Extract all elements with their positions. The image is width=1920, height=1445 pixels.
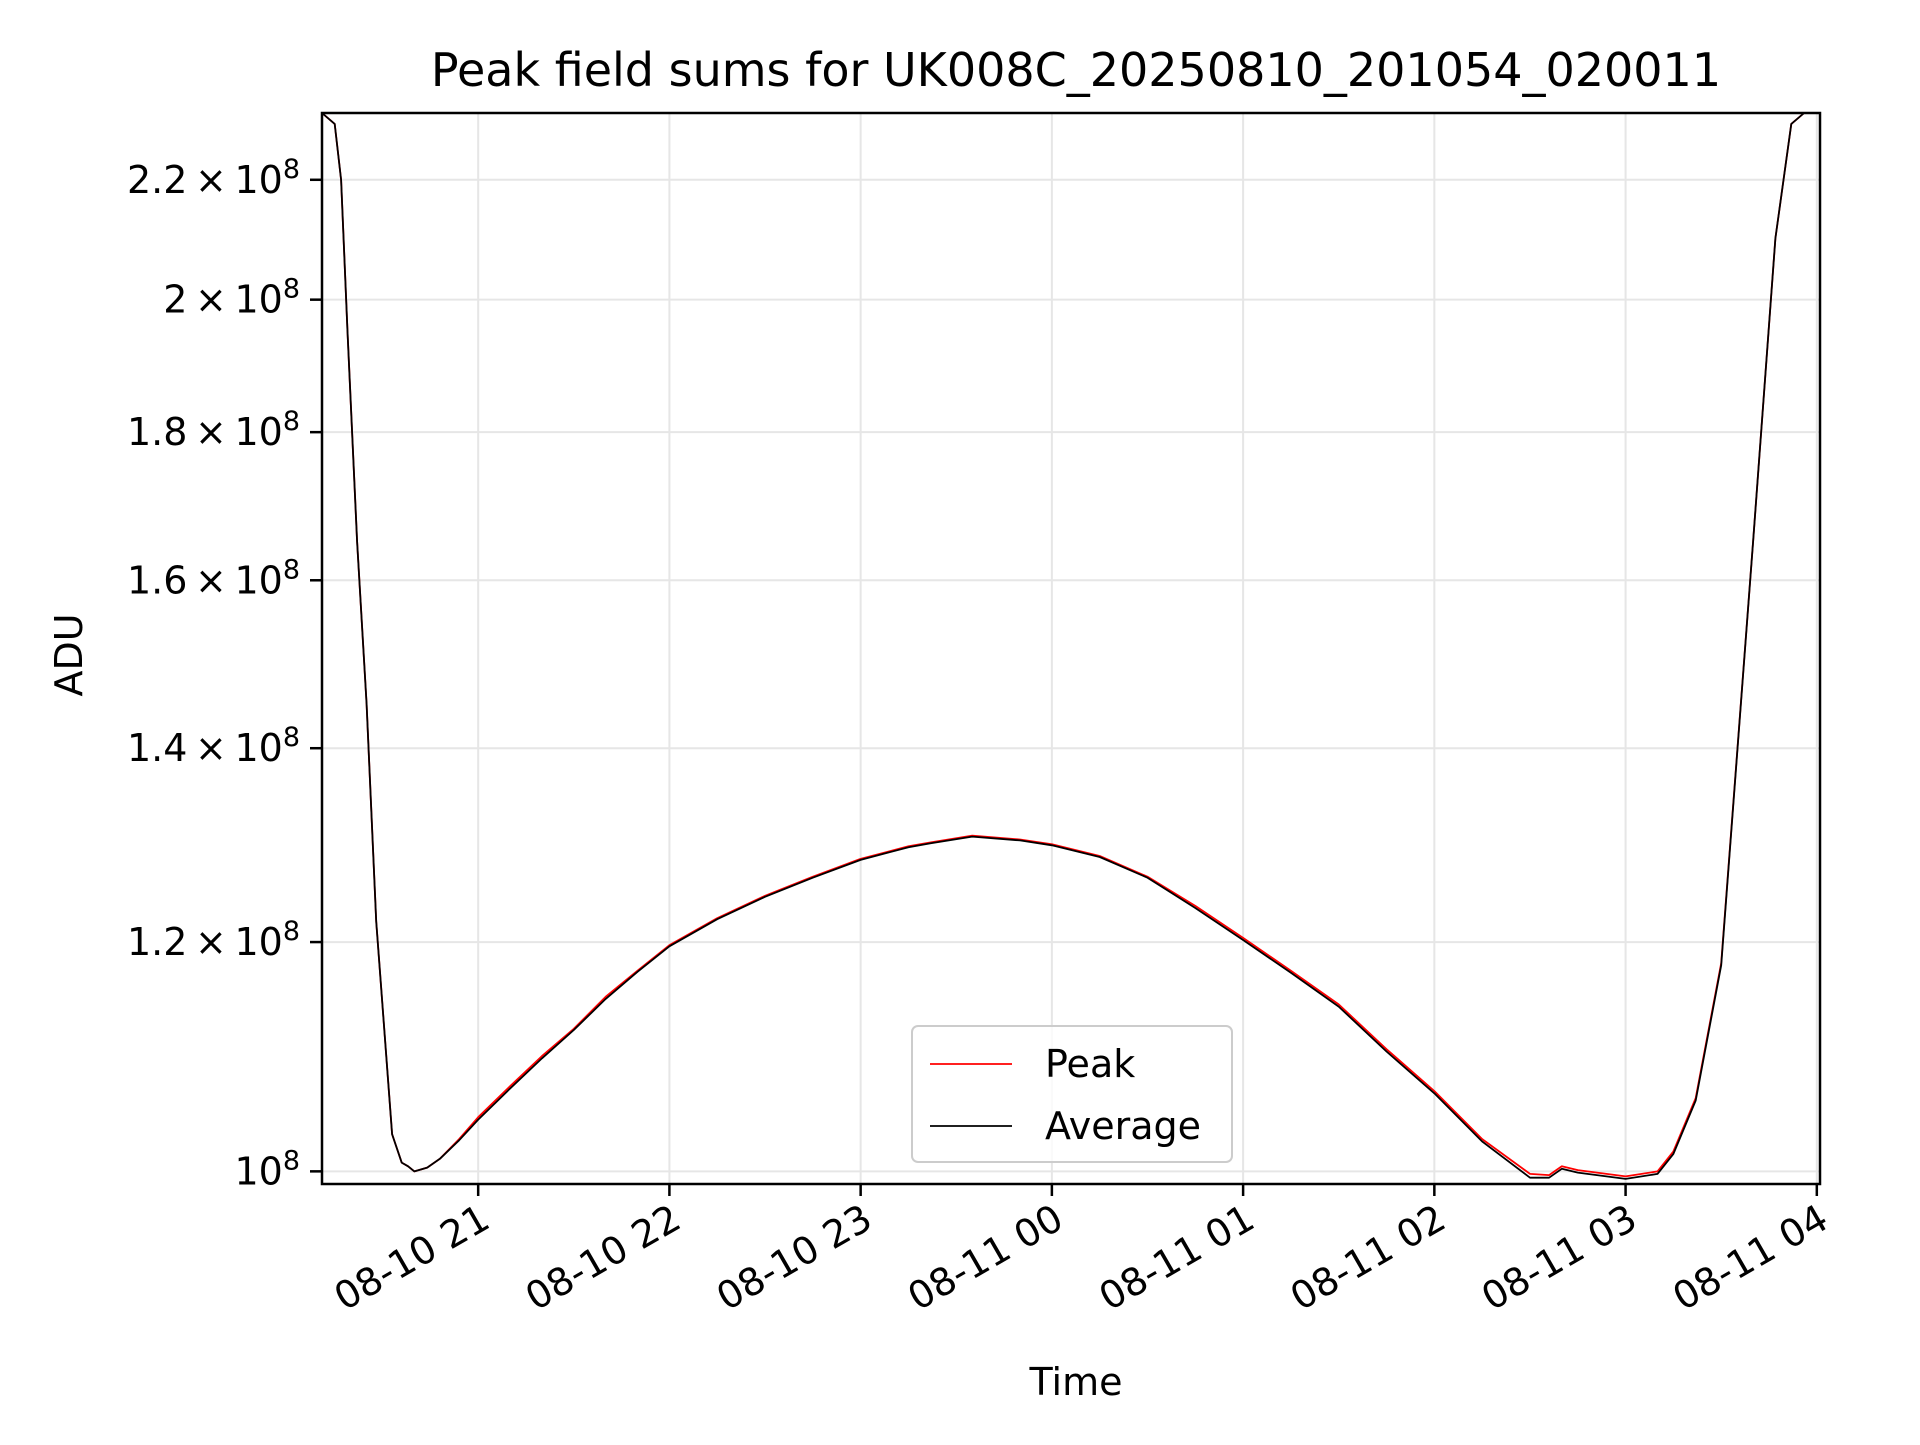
y-tick-label: 2 × 108 xyxy=(163,274,300,322)
legend: Peak Average xyxy=(911,1025,1233,1163)
legend-box xyxy=(911,1025,1233,1163)
grid xyxy=(322,113,1820,1184)
series-line-average xyxy=(321,112,1820,1180)
legend-label: Peak xyxy=(1045,1042,1135,1086)
plot-frame xyxy=(320,111,1822,1186)
chart-title: Peak field sums for UK008C_20250810_2010… xyxy=(431,43,1721,97)
y-tick-label: 2.2 × 108 xyxy=(127,154,300,202)
y-tick-label: 1.2 × 108 xyxy=(127,916,300,964)
legend-label: Average xyxy=(1045,1104,1201,1148)
y-tick-label: 108 xyxy=(234,1145,300,1193)
y-tick-label: 1.6 × 108 xyxy=(127,554,300,602)
y-tick-label: 1.4 × 108 xyxy=(127,722,300,770)
x-axis-label: Time xyxy=(1029,1360,1123,1404)
y-tick-label: 1.8 × 108 xyxy=(127,406,300,454)
y-axis-label: ADU xyxy=(47,613,91,696)
series-layer xyxy=(321,112,1820,1180)
